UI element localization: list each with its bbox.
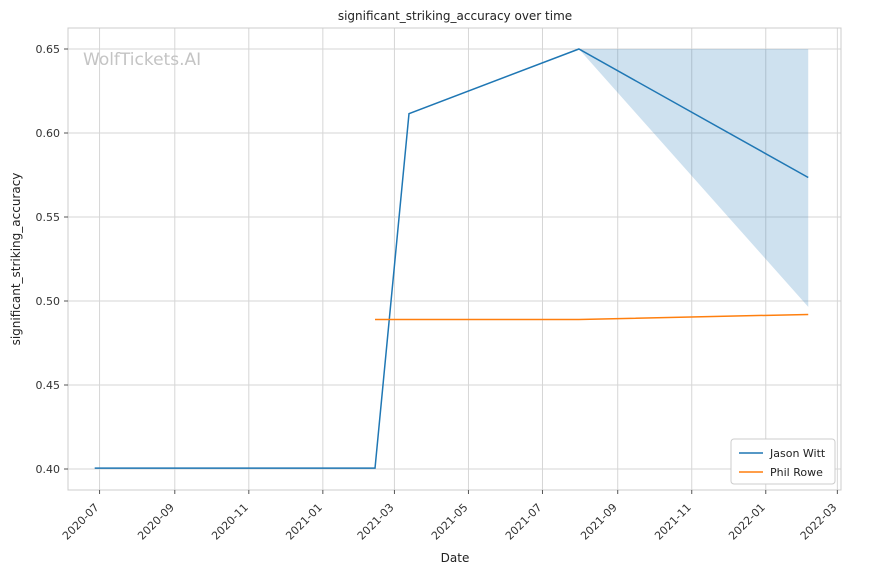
- x-tick-label: 2022-03: [798, 501, 840, 543]
- confidence-band: [578, 49, 809, 307]
- x-tick-label: 2022-01: [726, 501, 768, 543]
- y-tick-label: 0.65: [36, 43, 61, 56]
- x-tick-label: 2021-01: [283, 501, 325, 543]
- chart-title: significant_striking_accuracy over time: [338, 9, 572, 23]
- y-tick-label: 0.40: [36, 463, 61, 476]
- x-tick-label: 2021-05: [429, 501, 471, 543]
- legend-label: Phil Rowe: [770, 466, 823, 479]
- y-tick-label: 0.60: [36, 127, 61, 140]
- y-tick-label: 0.55: [36, 211, 61, 224]
- x-tick-label: 2020-11: [209, 501, 251, 543]
- x-tick-label: 2020-07: [60, 501, 102, 543]
- x-tick-label: 2021-11: [652, 501, 694, 543]
- grid-lines: [68, 28, 841, 490]
- watermark: WolfTickets.AI: [83, 50, 201, 70]
- legend: Jason Witt Phil Rowe: [730, 438, 836, 485]
- series-line: [94, 48, 809, 469]
- x-tick-label: 2021-07: [503, 501, 545, 543]
- x-tick-label: 2020-09: [135, 501, 177, 543]
- plot-frame: [67, 27, 842, 491]
- confidence-bands: [578, 49, 809, 307]
- legend-label: Jason Witt: [769, 447, 826, 460]
- x-axis-label: Date: [441, 551, 470, 565]
- series-line: [375, 313, 809, 321]
- y-tick-label: 0.50: [36, 295, 61, 308]
- series-lines: [94, 48, 809, 469]
- x-axis-ticks: 2020-07 2020-09 2020-11 2021-01 2021-03 2021-…: [60, 490, 840, 543]
- x-tick-label: 2021-09: [578, 501, 620, 543]
- y-tick-label: 0.45: [36, 379, 61, 392]
- y-axis-ticks: 0.40 0.45 0.50 0.55 0.60 0.65: [36, 43, 68, 476]
- y-axis-label: significant_striking_accuracy: [9, 173, 23, 346]
- plot-area: [68, 28, 841, 490]
- x-tick-label: 2021-03: [355, 501, 397, 543]
